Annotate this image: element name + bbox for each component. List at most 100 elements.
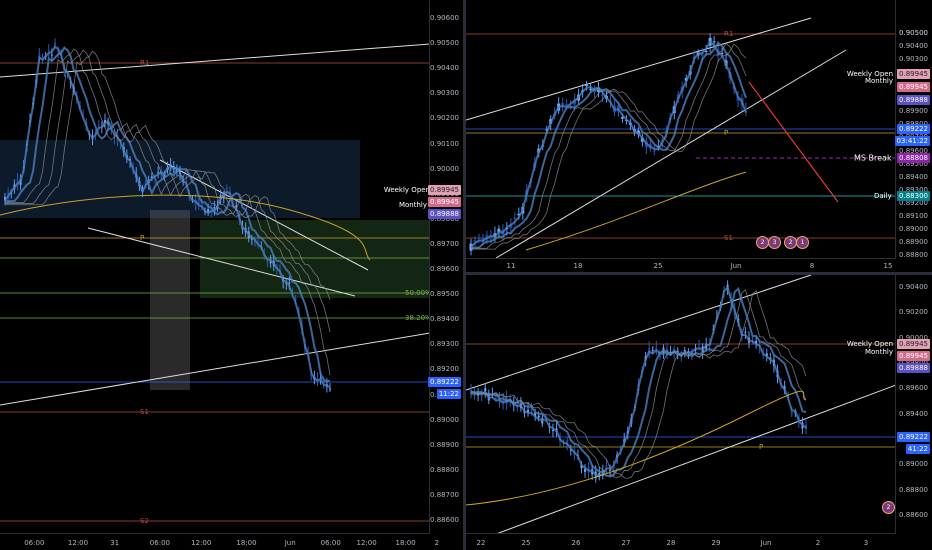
event-marker[interactable]: 2 [882, 501, 895, 514]
left-candle [310, 374, 313, 377]
tr-candle [700, 53, 704, 56]
br-candle [502, 399, 505, 403]
br-candle [608, 469, 611, 471]
tr-candle [585, 85, 589, 87]
tr-time-axis[interactable]: 11 18 25 Jun 8 15 [466, 258, 896, 272]
left-time-tick: 06:00 [149, 539, 170, 547]
left-price-tick: 0.88600 [430, 516, 459, 524]
left-candle [294, 298, 297, 300]
tr-price-tick: 0.89300 [899, 185, 928, 194]
left-candle [288, 282, 291, 284]
br-price-tick: 0.90000 [899, 333, 928, 342]
br-weekly-open-label: Weekly Open [846, 340, 893, 348]
tr-price-tick: 0.89200 [899, 198, 928, 207]
tr-last-price-tag: 0.89222 [897, 124, 930, 134]
br-last-price-tag: 0.89222 [897, 432, 930, 442]
tr-ma200-line [525, 171, 747, 251]
left-candle [316, 378, 319, 380]
event-marker[interactable]: 3 [768, 236, 781, 249]
br-ema-line [470, 285, 807, 477]
tr-ema-line [470, 40, 747, 248]
left-candle [257, 240, 260, 245]
tr-candle [513, 217, 517, 219]
left-time-tick: 06:00 [24, 539, 45, 547]
left-candle [185, 180, 188, 183]
pane-divider-horizontal[interactable] [466, 272, 932, 275]
br-candle [484, 388, 487, 392]
br-price-axis[interactable]: 0.904000.902000.900000.898000.896000.894… [895, 275, 932, 550]
left-candle [150, 176, 153, 179]
top-right-chart-canvas[interactable] [466, 0, 896, 258]
br-monthly-tag: 0.89945 [897, 351, 930, 361]
left-candle [54, 42, 56, 46]
left-candle [38, 53, 41, 57]
left-trendline [0, 332, 430, 406]
left-candle [50, 54, 53, 56]
tr-s1-label: S1 [724, 234, 733, 242]
br-ema-line [471, 289, 807, 479]
tr-ms-break-tag: 0.88808 [897, 153, 930, 163]
left-time-tick: 18:00 [236, 539, 257, 547]
br-price-tick: 0.90200 [899, 308, 928, 317]
br-time-tick: 28 [666, 539, 676, 547]
left-candle [266, 262, 269, 264]
left-r1-label: R1 [140, 59, 150, 67]
br-ema-line [471, 286, 807, 478]
br-price-tick: 0.89600 [899, 384, 928, 393]
left-candle [279, 268, 281, 272]
tr-candle [489, 236, 493, 239]
left-candle [291, 291, 294, 293]
tr-candle [497, 228, 501, 233]
top-right-chart-pane[interactable]: R1 P S1 MS Break Daily Weekly Open Month… [466, 0, 932, 272]
left-candle [169, 164, 172, 166]
left-time-tick: 31 [110, 539, 120, 547]
left-weekly-open-label: Weekly Open [383, 186, 430, 194]
left-price-axis[interactable]: 0.90600 0.90500 0.90400 0.90300 0.90200 0.901… [429, 0, 463, 550]
pane-divider-vertical[interactable] [463, 0, 466, 550]
br-time-tick: 29 [711, 539, 721, 547]
br-candle [494, 397, 497, 399]
tr-candle [601, 94, 605, 96]
left-time-tick: 2 [434, 539, 440, 547]
br-price-tick: 0.88800 [899, 485, 928, 494]
br-candle [473, 394, 476, 397]
left-trendline [0, 43, 430, 78]
left-time-axis[interactable]: 06:00 12:00 31 06:00 12:00 18:00 Jun 06:00 12:00… [0, 533, 439, 550]
tr-ema-line [471, 43, 747, 250]
left-ema-line [5, 48, 331, 376]
left-price-tick: 0.89500 [430, 290, 459, 299]
left-chart-canvas[interactable] [0, 0, 430, 534]
tr-m2-tag: 0.89888 [897, 95, 930, 105]
left-candle [222, 194, 225, 198]
left-price-tick: 0.90000 [430, 164, 459, 173]
left-candle [207, 209, 210, 213]
left-ema-line [4, 44, 331, 388]
br-time-tick: 26 [571, 539, 581, 547]
bottom-right-chart-pane[interactable]: P Weekly Open Monthly 0.90400 0.90200 0.90… [466, 275, 932, 550]
tr-candle [712, 41, 716, 43]
br-price-tick: 0.90400 [899, 283, 928, 291]
br-m2-tag: 0.89888 [897, 363, 930, 373]
br-candle [605, 465, 608, 467]
left-chart-pane[interactable]: R1 P S1 S2 50.00% 38.20% Weekly Open Mon… [0, 0, 463, 550]
tr-price-tick: 0.89400 [899, 172, 928, 181]
br-time-axis[interactable]: 22 25 26 27 28 29 Jun 2 3 [466, 533, 896, 550]
br-price-tick: 0.89000 [899, 460, 928, 469]
br-candle [480, 393, 483, 397]
tr-candle [593, 90, 597, 93]
left-volume-profile [150, 210, 190, 390]
tr-price-tick: 0.90300 [899, 55, 928, 64]
left-candle [250, 238, 253, 240]
br-countdown-tag: 41:22 [905, 444, 930, 454]
tr-projection-arrow [748, 81, 839, 203]
br-candle [669, 351, 672, 353]
event-marker[interactable]: 1 [796, 236, 809, 249]
left-candle [269, 261, 272, 264]
bottom-right-chart-canvas[interactable] [466, 275, 896, 534]
br-candle [655, 347, 658, 349]
left-price-tick: 0.89600 [430, 265, 459, 273]
br-candle [698, 344, 701, 346]
left-price-tick: 0.89300 [430, 340, 459, 349]
left-price-tick: 0.88800 [430, 465, 459, 474]
br-channel-top [466, 275, 812, 391]
